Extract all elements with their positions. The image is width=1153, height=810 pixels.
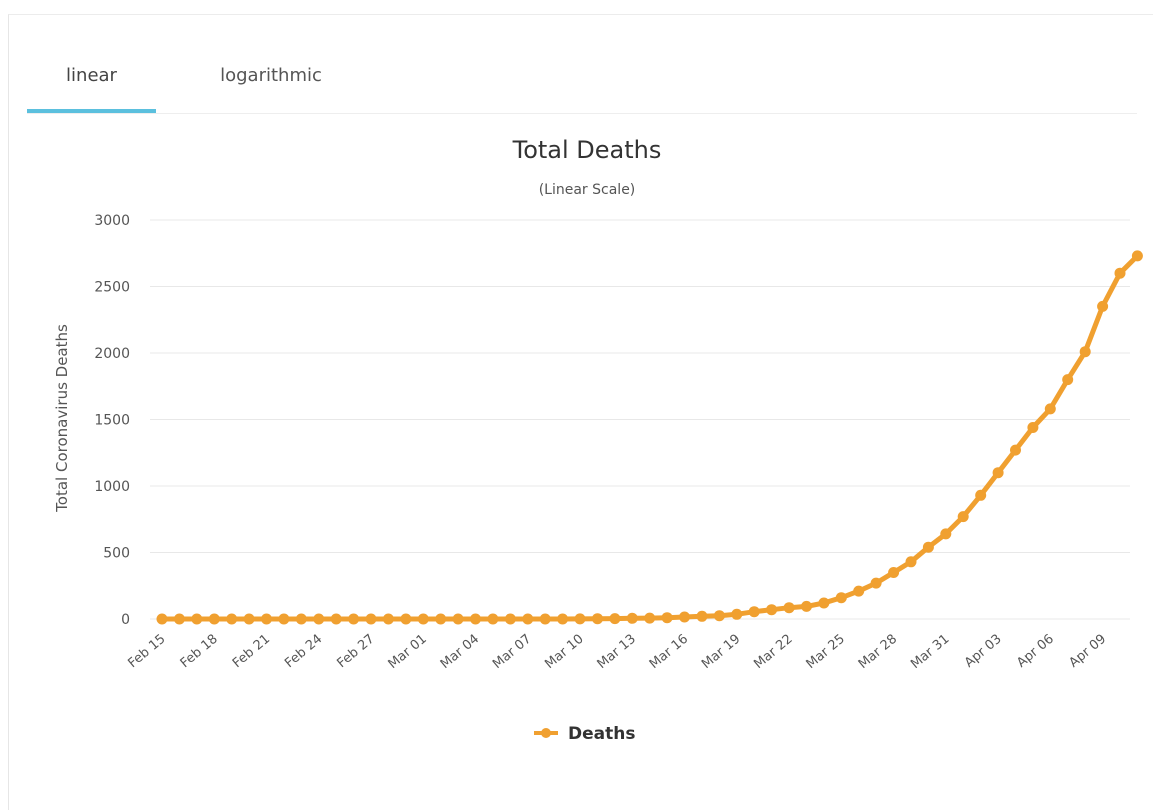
y-axis-label: Total Coronavirus Deaths [53,324,71,513]
data-point[interactable] [853,585,865,597]
scale-tabs: linear logarithmic [27,47,1137,114]
data-point[interactable] [557,613,569,625]
x-tick-label: Feb 27 [334,632,377,672]
y-tick-label: 1500 [94,413,130,429]
data-point[interactable] [504,613,516,625]
data-point[interactable] [348,613,360,625]
data-point[interactable] [975,489,987,501]
data-point[interactable] [261,613,272,625]
data-point[interactable] [1131,250,1143,262]
x-tick-label: Mar 10 [542,632,586,673]
x-tick-label: Feb 15 [125,632,168,672]
y-tick-label: 500 [103,546,130,562]
data-point[interactable] [801,600,812,612]
data-point[interactable] [435,613,447,625]
data-point[interactable] [400,613,412,625]
data-point[interactable] [679,611,690,623]
data-point[interactable] [748,606,760,618]
y-tick-label: 2000 [94,346,130,362]
data-point[interactable] [1062,374,1074,386]
y-tick-label: 0 [121,612,130,628]
y-tick-label: 1000 [94,479,130,495]
x-tick-label: Apr 03 [962,632,1005,671]
x-tick-label: Mar 19 [699,632,743,673]
data-point[interactable] [1114,267,1126,279]
x-tick-label: Mar 31 [908,632,952,673]
data-point[interactable] [696,610,708,622]
x-tick-label: Mar 25 [804,632,848,673]
data-point[interactable] [417,613,429,625]
chart-subtitle: (Linear Scale) [539,182,636,198]
series-deaths [156,250,1143,625]
y-tick-label: 2500 [94,280,130,296]
data-point[interactable] [713,610,725,622]
x-tick-label: Mar 07 [490,632,534,673]
legend-label-deaths[interactable]: Deaths [568,724,635,744]
data-point[interactable] [661,612,673,624]
data-point[interactable] [940,528,952,540]
data-point[interactable] [226,613,238,625]
data-point[interactable] [382,613,394,625]
chart-title: Total Deaths [512,136,662,164]
data-point[interactable] [173,613,185,625]
data-point[interactable] [208,613,220,625]
x-tick-label: Feb 21 [230,632,273,672]
data-point[interactable] [452,613,464,625]
data-point[interactable] [295,613,307,625]
legend-marker [541,728,551,738]
data-point[interactable] [905,556,917,568]
data-point[interactable] [313,613,325,625]
data-point[interactable] [330,613,342,625]
y-axis-ticks: 0 500 1000 1500 2000 2500 3000 [94,213,130,628]
x-tick-label: Feb 18 [178,632,221,672]
series-line-deaths [159,253,1140,622]
data-point[interactable] [1044,403,1056,415]
legend[interactable]: Deaths [534,724,635,744]
data-point[interactable] [1097,300,1109,312]
x-axis-ticks: Feb 15 Feb 18 Feb 21 Feb 24 Feb 27 Mar 01 Mar … [125,632,1109,673]
data-point[interactable] [818,597,830,609]
tab-linear[interactable]: linear [27,65,156,113]
data-point[interactable] [470,613,481,625]
data-point[interactable] [731,608,743,620]
data-point[interactable] [609,613,621,625]
data-point[interactable] [191,613,203,625]
data-point[interactable] [365,613,377,625]
x-tick-label: Apr 09 [1066,632,1109,671]
data-point[interactable] [243,613,255,625]
data-point[interactable] [626,612,638,624]
data-point[interactable] [644,612,656,624]
tab-logarithmic[interactable]: logarithmic [220,65,322,86]
y-tick-label: 3000 [94,213,130,229]
data-point[interactable] [487,613,499,625]
data-point[interactable] [783,602,795,614]
data-point[interactable] [592,613,603,625]
data-point[interactable] [957,511,969,523]
data-point[interactable] [574,613,586,625]
data-point[interactable] [888,567,900,578]
data-point[interactable] [539,613,551,625]
data-point[interactable] [278,613,290,625]
x-tick-label: Mar 16 [647,632,691,673]
data-point[interactable] [522,613,534,625]
data-point[interactable] [766,604,778,616]
x-tick-label: Mar 13 [595,632,639,673]
data-point[interactable] [1027,422,1039,433]
x-tick-label: Mar 01 [386,632,430,673]
chart-panel: linear logarithmic [8,14,1153,810]
data-point[interactable] [156,613,168,625]
data-point[interactable] [1079,346,1091,358]
x-tick-label: Mar 28 [856,632,900,673]
gridlines [150,219,1130,620]
x-tick-label: Mar 22 [751,632,795,673]
x-tick-label: Mar 04 [438,632,482,673]
data-point[interactable] [835,592,847,604]
data-point[interactable] [1010,444,1021,456]
data-point[interactable] [922,541,934,553]
x-tick-label: Apr 06 [1014,632,1057,671]
data-point[interactable] [870,577,882,589]
data-point[interactable] [992,467,1004,479]
x-tick-label: Feb 24 [282,632,325,672]
